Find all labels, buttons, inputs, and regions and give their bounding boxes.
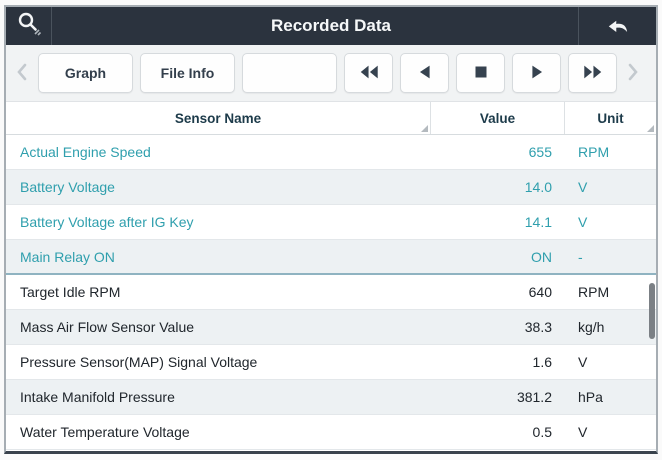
sensor-name-cell: Intake Manifold Pressure	[6, 389, 430, 405]
sensor-name-cell: Battery Voltage	[6, 179, 430, 195]
sensor-name-cell: Mass Air Flow Sensor Value	[6, 319, 430, 335]
sensor-name-cell: Pressure Sensor(MAP) Signal Voltage	[6, 354, 430, 370]
table-row[interactable]: Pressure Sensor(MAP) Signal Voltage 1.6 …	[6, 345, 656, 380]
sensor-name-cell: Water Temperature Voltage	[6, 424, 430, 440]
sensor-value-cell: 1.6	[430, 354, 564, 370]
table-row[interactable]: Actual Engine Speed 655 RPM	[6, 135, 656, 170]
table-row[interactable]: Water Temperature Voltage 0.5 V	[6, 415, 656, 450]
table-row[interactable]: Target Idle RPM 640 RPM	[6, 275, 656, 310]
sensor-name-cell: Target Idle RPM	[6, 284, 430, 300]
scroll-right-button[interactable]	[624, 53, 642, 93]
table-row[interactable]: Battery Voltage after IG Key 14.1 V	[6, 205, 656, 240]
step-back-icon	[413, 61, 437, 86]
fast-forward-icon	[581, 61, 605, 86]
sensor-value-cell: 38.3	[430, 319, 564, 335]
table-body: Actual Engine Speed 655 RPM Battery Volt…	[6, 135, 656, 450]
sensor-unit-cell: V	[564, 354, 656, 370]
play-icon	[525, 61, 549, 86]
chevron-left-icon	[15, 62, 29, 85]
stop-button[interactable]	[456, 53, 505, 93]
sensor-unit-cell: V	[564, 179, 656, 195]
stop-icon	[469, 61, 493, 86]
fast-forward-button[interactable]	[568, 53, 617, 93]
column-header-sensor-name[interactable]: Sensor Name	[6, 102, 430, 134]
column-resize-handle-icon[interactable]	[647, 125, 654, 132]
table-header: Sensor Name Value Unit	[6, 102, 656, 135]
table-row[interactable]: Intake Manifold Pressure 381.2 hPa	[6, 380, 656, 415]
table-row[interactable]: Mass Air Flow Sensor Value 38.3 kg/h	[6, 310, 656, 345]
sensor-name-cell: Battery Voltage after IG Key	[6, 214, 430, 230]
back-button[interactable]	[578, 7, 656, 45]
column-resize-handle-icon[interactable]	[421, 125, 428, 132]
column-header-label: Value	[480, 111, 515, 126]
rewind-icon	[357, 61, 381, 86]
play-button[interactable]	[512, 53, 561, 93]
chevron-right-icon	[626, 62, 640, 85]
column-header-unit[interactable]: Unit	[564, 102, 656, 134]
sensor-unit-cell: -	[564, 249, 656, 265]
sensor-unit-cell: V	[564, 424, 656, 440]
table-row[interactable]: Main Relay ON ON -	[6, 240, 656, 275]
scroll-left-button[interactable]	[13, 53, 31, 93]
column-header-label: Sensor Name	[175, 111, 261, 126]
sensor-value-cell: 14.1	[430, 214, 564, 230]
sensor-value-cell: ON	[430, 249, 564, 265]
rewind-button[interactable]	[344, 53, 393, 93]
sensor-value-cell: 640	[430, 284, 564, 300]
sensor-value-cell: 655	[430, 144, 564, 160]
step-back-button[interactable]	[400, 53, 449, 93]
column-header-label: Unit	[597, 111, 623, 126]
sensor-value-cell: 0.5	[430, 424, 564, 440]
sensor-name-cell: Main Relay ON	[6, 249, 430, 265]
sensor-unit-cell: V	[564, 214, 656, 230]
search-button[interactable]	[6, 7, 52, 45]
titlebar: Recorded Data	[6, 7, 656, 45]
titlebar-spacer	[52, 7, 578, 45]
blank-button[interactable]	[242, 53, 337, 93]
app-window: Recorded Data Graph File Info	[4, 5, 658, 454]
sensor-unit-cell: RPM	[564, 144, 656, 160]
column-header-value[interactable]: Value	[430, 102, 564, 134]
sensor-value-cell: 14.0	[430, 179, 564, 195]
search-icon	[14, 9, 44, 44]
sensor-name-cell: Actual Engine Speed	[6, 144, 430, 160]
sensor-unit-cell: RPM	[564, 284, 656, 300]
file-info-button[interactable]: File Info	[140, 53, 235, 93]
table-row[interactable]: Battery Voltage 14.0 V	[6, 170, 656, 205]
sensor-value-cell: 381.2	[430, 389, 564, 405]
scrollbar-thumb[interactable]	[649, 283, 655, 339]
toolbar: Graph File Info	[6, 45, 656, 102]
sensor-unit-cell: hPa	[564, 389, 656, 405]
graph-button[interactable]: Graph	[38, 53, 133, 93]
return-arrow-icon	[605, 11, 631, 42]
sensor-unit-cell: kg/h	[564, 319, 656, 335]
